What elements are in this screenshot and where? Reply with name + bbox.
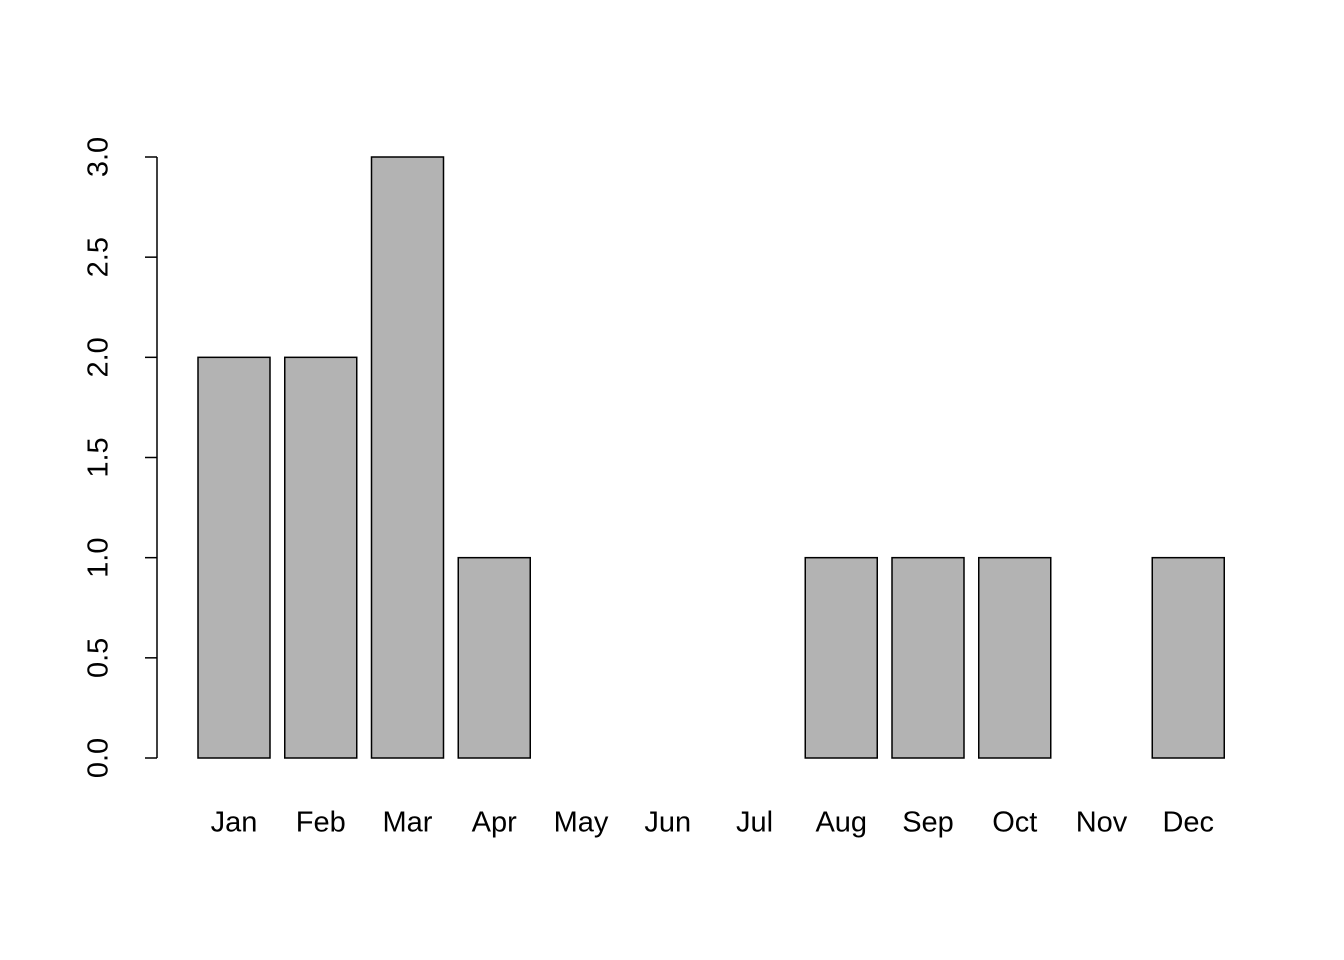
x-tick-label: Dec [1162, 807, 1214, 839]
bar [370, 156, 445, 759]
x-tick-label: Jun [644, 807, 691, 839]
bar [284, 356, 358, 759]
x-tick-label: Nov [1076, 807, 1128, 839]
y-tick-label: 2.5 [83, 237, 115, 277]
y-tick-label: 1.0 [83, 538, 115, 578]
x-tick-label: May [554, 807, 609, 839]
y-tick-label: 1.5 [83, 437, 115, 477]
bar [978, 556, 1052, 759]
bar [457, 556, 531, 759]
x-tick-label: Apr [472, 807, 517, 839]
bar [1151, 556, 1225, 759]
y-tick-label: 0.5 [83, 638, 115, 678]
bar [891, 556, 965, 759]
bar [197, 356, 271, 759]
x-tick-label: Oct [992, 807, 1037, 839]
x-tick-label: Jul [736, 807, 773, 839]
y-tick-label: 2.0 [83, 337, 115, 377]
x-tick-label: Jan [211, 807, 258, 839]
x-tick-label: Mar [383, 807, 433, 839]
y-tick-label: 0.0 [83, 738, 115, 778]
x-tick-label: Sep [902, 807, 954, 839]
x-tick-label: Feb [296, 807, 346, 839]
bar [804, 556, 878, 759]
y-tick-label: 3.0 [83, 137, 115, 177]
x-tick-label: Aug [815, 807, 867, 839]
